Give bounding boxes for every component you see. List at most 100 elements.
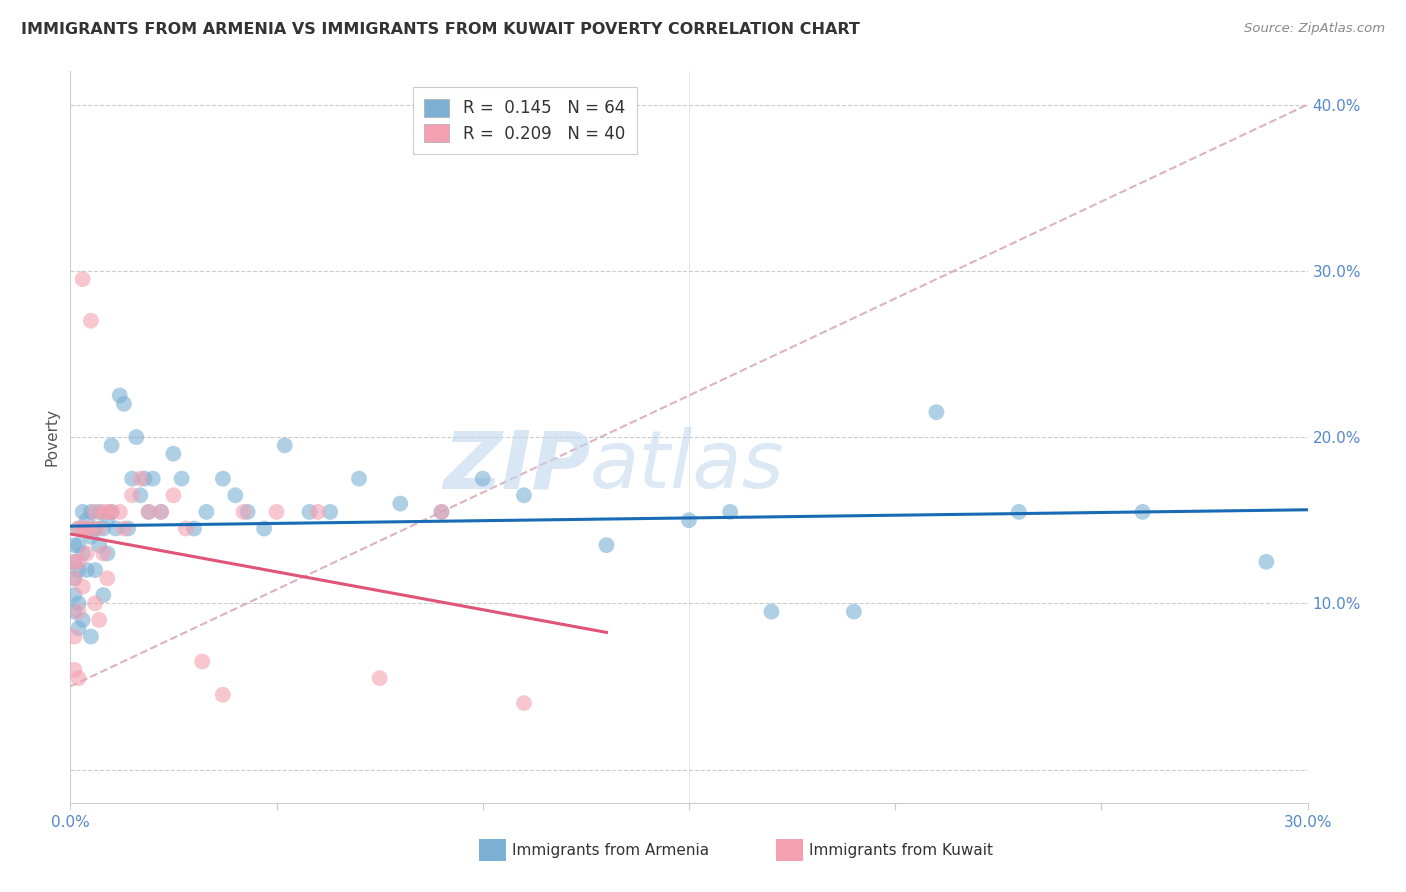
Point bbox=[142, 472, 165, 486]
Point bbox=[170, 472, 193, 486]
Text: atlas: atlas bbox=[591, 427, 785, 506]
Point bbox=[183, 521, 205, 535]
Point bbox=[63, 555, 86, 569]
Point bbox=[138, 505, 160, 519]
Point bbox=[761, 605, 783, 619]
Point bbox=[112, 397, 135, 411]
Point bbox=[96, 505, 118, 519]
Point bbox=[212, 472, 235, 486]
Point bbox=[91, 546, 114, 560]
Point bbox=[67, 563, 90, 577]
Point bbox=[319, 505, 342, 519]
Point bbox=[89, 538, 111, 552]
Point bbox=[67, 605, 90, 619]
Point bbox=[232, 505, 254, 519]
Point bbox=[129, 472, 152, 486]
Point bbox=[842, 605, 865, 619]
Point bbox=[100, 505, 122, 519]
Point bbox=[298, 505, 321, 519]
Point bbox=[1132, 505, 1154, 519]
Point bbox=[108, 388, 131, 402]
Point bbox=[80, 521, 103, 535]
Point bbox=[63, 571, 86, 585]
Point bbox=[89, 505, 111, 519]
Point bbox=[72, 272, 94, 286]
Y-axis label: Poverty: Poverty bbox=[44, 408, 59, 467]
Text: Immigrants from Kuwait: Immigrants from Kuwait bbox=[808, 843, 993, 858]
Point bbox=[595, 538, 617, 552]
Point bbox=[224, 488, 246, 502]
Point bbox=[389, 497, 412, 511]
Point bbox=[89, 613, 111, 627]
Point bbox=[307, 505, 329, 519]
Point bbox=[430, 505, 453, 519]
Point bbox=[84, 505, 107, 519]
Point bbox=[72, 580, 94, 594]
Point bbox=[1008, 505, 1031, 519]
Point bbox=[96, 571, 118, 585]
Point bbox=[347, 472, 370, 486]
Point bbox=[174, 521, 197, 535]
Point bbox=[91, 521, 114, 535]
Point bbox=[91, 505, 114, 519]
Point bbox=[513, 488, 536, 502]
Point bbox=[96, 513, 118, 527]
Point bbox=[678, 513, 700, 527]
Text: ZIP: ZIP bbox=[443, 427, 591, 506]
FancyBboxPatch shape bbox=[776, 839, 803, 862]
Point bbox=[67, 521, 90, 535]
Point bbox=[108, 505, 131, 519]
Point bbox=[80, 630, 103, 644]
Legend: R =  0.145   N = 64, R =  0.209   N = 40: R = 0.145 N = 64, R = 0.209 N = 40 bbox=[413, 87, 637, 154]
Point bbox=[67, 596, 90, 610]
Point bbox=[63, 571, 86, 585]
Point bbox=[471, 472, 494, 486]
Point bbox=[150, 505, 173, 519]
Point bbox=[72, 521, 94, 535]
Point bbox=[162, 488, 184, 502]
Point bbox=[76, 563, 98, 577]
Point bbox=[67, 521, 90, 535]
Point bbox=[63, 630, 86, 644]
Point bbox=[125, 430, 148, 444]
Point bbox=[253, 521, 276, 535]
FancyBboxPatch shape bbox=[478, 839, 506, 862]
Point bbox=[76, 546, 98, 560]
Point bbox=[76, 521, 98, 535]
Point bbox=[212, 688, 235, 702]
Point bbox=[162, 447, 184, 461]
Point bbox=[150, 505, 173, 519]
Point bbox=[191, 655, 214, 669]
Point bbox=[112, 521, 135, 535]
Point bbox=[718, 505, 741, 519]
Point bbox=[236, 505, 259, 519]
Point bbox=[96, 546, 118, 560]
Text: IMMIGRANTS FROM ARMENIA VS IMMIGRANTS FROM KUWAIT POVERTY CORRELATION CHART: IMMIGRANTS FROM ARMENIA VS IMMIGRANTS FR… bbox=[21, 22, 860, 37]
Point bbox=[63, 605, 86, 619]
Point bbox=[121, 488, 143, 502]
Point bbox=[67, 621, 90, 635]
Point bbox=[129, 488, 152, 502]
Point bbox=[925, 405, 948, 419]
Point bbox=[100, 505, 122, 519]
Point bbox=[72, 613, 94, 627]
Point bbox=[63, 663, 86, 677]
Point bbox=[266, 505, 288, 519]
Point bbox=[134, 472, 156, 486]
Point bbox=[63, 588, 86, 602]
Point bbox=[274, 438, 297, 452]
Point bbox=[195, 505, 218, 519]
Point bbox=[104, 521, 127, 535]
Point bbox=[368, 671, 391, 685]
Point bbox=[80, 530, 103, 544]
Point bbox=[84, 563, 107, 577]
Point bbox=[67, 671, 90, 685]
Point bbox=[80, 505, 103, 519]
Point bbox=[117, 521, 139, 535]
Point bbox=[67, 555, 90, 569]
Text: Source: ZipAtlas.com: Source: ZipAtlas.com bbox=[1244, 22, 1385, 36]
Point bbox=[138, 505, 160, 519]
Point bbox=[63, 538, 86, 552]
Point bbox=[76, 513, 98, 527]
Point bbox=[84, 521, 107, 535]
